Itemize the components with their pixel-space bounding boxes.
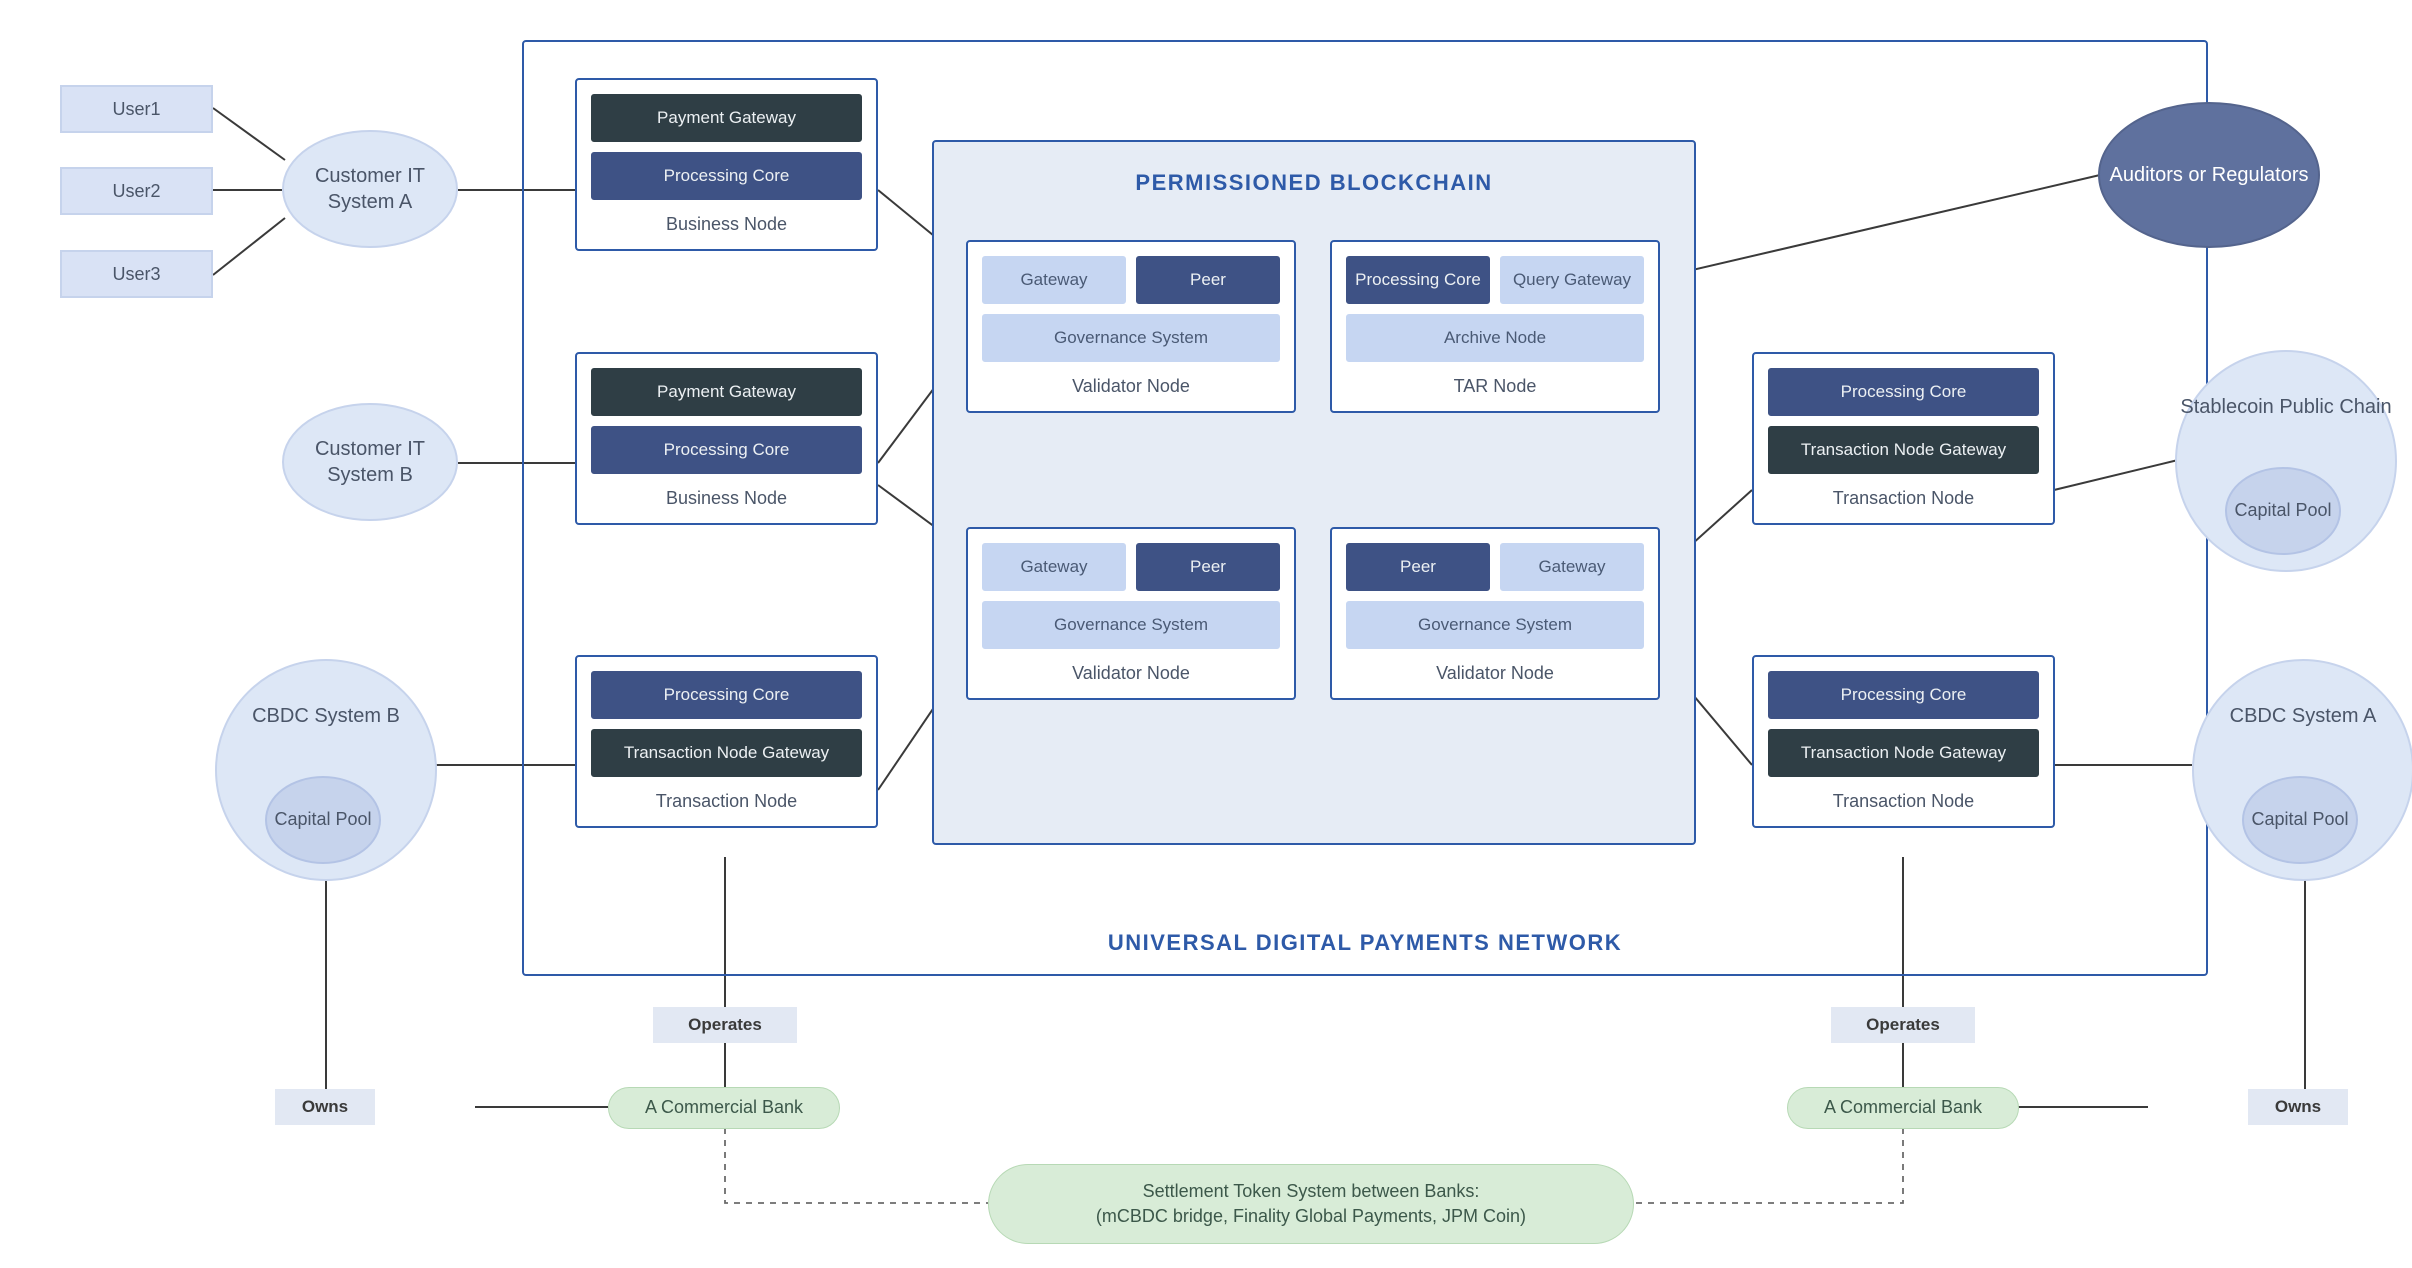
- val2-peer: Peer: [1136, 543, 1280, 591]
- val1-gateway: Gateway: [982, 256, 1126, 304]
- user3: User3: [60, 250, 213, 298]
- commercial-bank-left: A Commercial Bank: [608, 1087, 840, 1129]
- owns-label-left: Owns: [275, 1089, 375, 1125]
- edge-cbdcB-ownsL: [326, 878, 375, 1107]
- biznode-b-title: Business Node: [591, 488, 862, 509]
- biznode-b-processing-core: Processing Core: [591, 426, 862, 474]
- settlement-line1: Settlement Token System between Banks:: [1143, 1179, 1480, 1204]
- stablecoin-label: Stablecoin Public Chain: [2180, 396, 2391, 418]
- transaction-node-top-right: Processing Core Transaction Node Gateway…: [1752, 352, 2055, 525]
- val2-gateway: Gateway: [982, 543, 1126, 591]
- biznode-a-title: Business Node: [591, 214, 862, 235]
- txn-tr-gateway: Transaction Node Gateway: [1768, 426, 2039, 474]
- val1-peer: Peer: [1136, 256, 1280, 304]
- transaction-node-left: Processing Core Transaction Node Gateway…: [575, 655, 878, 828]
- customer-it-b: Customer IT System B: [282, 403, 458, 521]
- val1-governance: Governance System: [982, 314, 1280, 362]
- txn-left-gateway: Transaction Node Gateway: [591, 729, 862, 777]
- cbdc-system-b: CBDC System B Capital Pool: [215, 659, 437, 881]
- cbdc-system-a: CBDC System A Capital Pool: [2192, 659, 2412, 881]
- settlement-system: Settlement Token System between Banks: (…: [988, 1164, 1634, 1244]
- blockchain-title: PERMISSIONED BLOCKCHAIN: [932, 170, 1696, 196]
- customer-it-a: Customer IT System A: [282, 130, 458, 248]
- stablecoin-public-chain: Stablecoin Public Chain Capital Pool: [2175, 350, 2397, 572]
- business-node-b: Payment Gateway Processing Core Business…: [575, 352, 878, 525]
- txn-tr-processing-core: Processing Core: [1768, 368, 2039, 416]
- auditors-label: Auditors or Regulators: [2110, 162, 2309, 188]
- biznode-b-payment-gateway: Payment Gateway: [591, 368, 862, 416]
- txn-br-title: Transaction Node: [1768, 791, 2039, 812]
- validator-node-3: Peer Gateway Governance System Validator…: [1330, 527, 1660, 700]
- val3-peer: Peer: [1346, 543, 1490, 591]
- cbdc-b-capital-label: Capital Pool: [274, 809, 371, 831]
- val3-governance: Governance System: [1346, 601, 1644, 649]
- user2: User2: [60, 167, 213, 215]
- tar-query-gateway: Query Gateway: [1500, 256, 1644, 304]
- operates-label-right: Operates: [1831, 1007, 1975, 1043]
- cbdc-a-capital-label: Capital Pool: [2251, 809, 2348, 831]
- commercial-bank-right: A Commercial Bank: [1787, 1087, 2019, 1129]
- auditors-regulators: Auditors or Regulators: [2098, 102, 2320, 248]
- edge-bankL-settlement: [725, 1128, 988, 1203]
- txn-tr-title: Transaction Node: [1768, 488, 2039, 509]
- edge-bankR-settlement: [1632, 1128, 1903, 1203]
- val2-governance: Governance System: [982, 601, 1280, 649]
- cbdc-a-capital-pool: Capital Pool: [2242, 776, 2358, 864]
- transaction-node-bottom-right: Processing Core Transaction Node Gateway…: [1752, 655, 2055, 828]
- txn-left-processing-core: Processing Core: [591, 671, 862, 719]
- customer-it-a-label: Customer IT System A: [284, 163, 456, 215]
- tar-node: Processing Core Query Gateway Archive No…: [1330, 240, 1660, 413]
- business-node-a: Payment Gateway Processing Core Business…: [575, 78, 878, 251]
- stablecoin-capital-label: Capital Pool: [2234, 500, 2331, 522]
- val3-title: Validator Node: [1346, 663, 1644, 684]
- edge-user1-customerA: [213, 108, 285, 160]
- stablecoin-capital-pool: Capital Pool: [2225, 467, 2341, 555]
- operates-label-left: Operates: [653, 1007, 797, 1043]
- tar-title: TAR Node: [1346, 376, 1644, 397]
- network-title: UNIVERSAL DIGITAL PAYMENTS NETWORK: [522, 930, 2208, 956]
- txn-left-title: Transaction Node: [591, 791, 862, 812]
- biznode-a-processing-core: Processing Core: [591, 152, 862, 200]
- tar-archive: Archive Node: [1346, 314, 1644, 362]
- txn-br-gateway: Transaction Node Gateway: [1768, 729, 2039, 777]
- validator-node-1: Gateway Peer Governance System Validator…: [966, 240, 1296, 413]
- tar-processing-core: Processing Core: [1346, 256, 1490, 304]
- cbdc-b-label: CBDC System B: [252, 705, 400, 727]
- validator-node-2: Gateway Peer Governance System Validator…: [966, 527, 1296, 700]
- val3-gateway: Gateway: [1500, 543, 1644, 591]
- biznode-a-payment-gateway: Payment Gateway: [591, 94, 862, 142]
- edge-user3-customerA: [213, 218, 285, 275]
- cbdc-a-label: CBDC System A: [2230, 705, 2377, 727]
- user1: User1: [60, 85, 213, 133]
- cbdc-b-capital-pool: Capital Pool: [265, 776, 381, 864]
- edge-cbdcA-ownsR: [2248, 878, 2305, 1107]
- txn-br-processing-core: Processing Core: [1768, 671, 2039, 719]
- settlement-line2: (mCBDC bridge, Finality Global Payments,…: [1096, 1204, 1526, 1229]
- val2-title: Validator Node: [982, 663, 1280, 684]
- customer-it-b-label: Customer IT System B: [284, 436, 456, 488]
- owns-label-right: Owns: [2248, 1089, 2348, 1125]
- val1-title: Validator Node: [982, 376, 1280, 397]
